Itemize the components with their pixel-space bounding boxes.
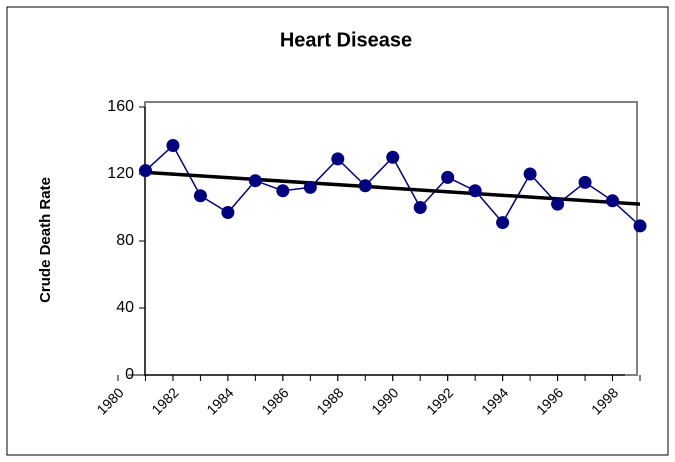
data-point — [248, 174, 262, 188]
data-point — [331, 152, 345, 166]
data-point — [276, 184, 290, 198]
data-point — [633, 219, 647, 233]
data-point — [606, 194, 620, 208]
data-point — [358, 179, 372, 193]
data-point — [578, 175, 592, 189]
y-tick-label: 160 — [107, 98, 134, 115]
chart-title: Heart Disease — [280, 29, 412, 51]
data-point — [138, 164, 152, 178]
y-tick-label: 120 — [107, 165, 134, 182]
data-point — [523, 167, 537, 181]
y-tick-label: 0 — [125, 366, 134, 383]
data-point — [386, 150, 400, 164]
data-point — [551, 197, 565, 211]
data-point — [303, 180, 317, 194]
y-tick-label: 40 — [116, 299, 134, 316]
data-point — [413, 201, 427, 214]
data-point — [468, 184, 482, 198]
data-point — [496, 216, 510, 230]
y-tick-label: 80 — [116, 232, 134, 249]
y-axis-label: Crude Death Rate — [37, 177, 54, 303]
data-point — [441, 170, 455, 184]
data-point — [166, 139, 180, 153]
data-point — [221, 206, 235, 220]
data-point — [193, 189, 207, 203]
